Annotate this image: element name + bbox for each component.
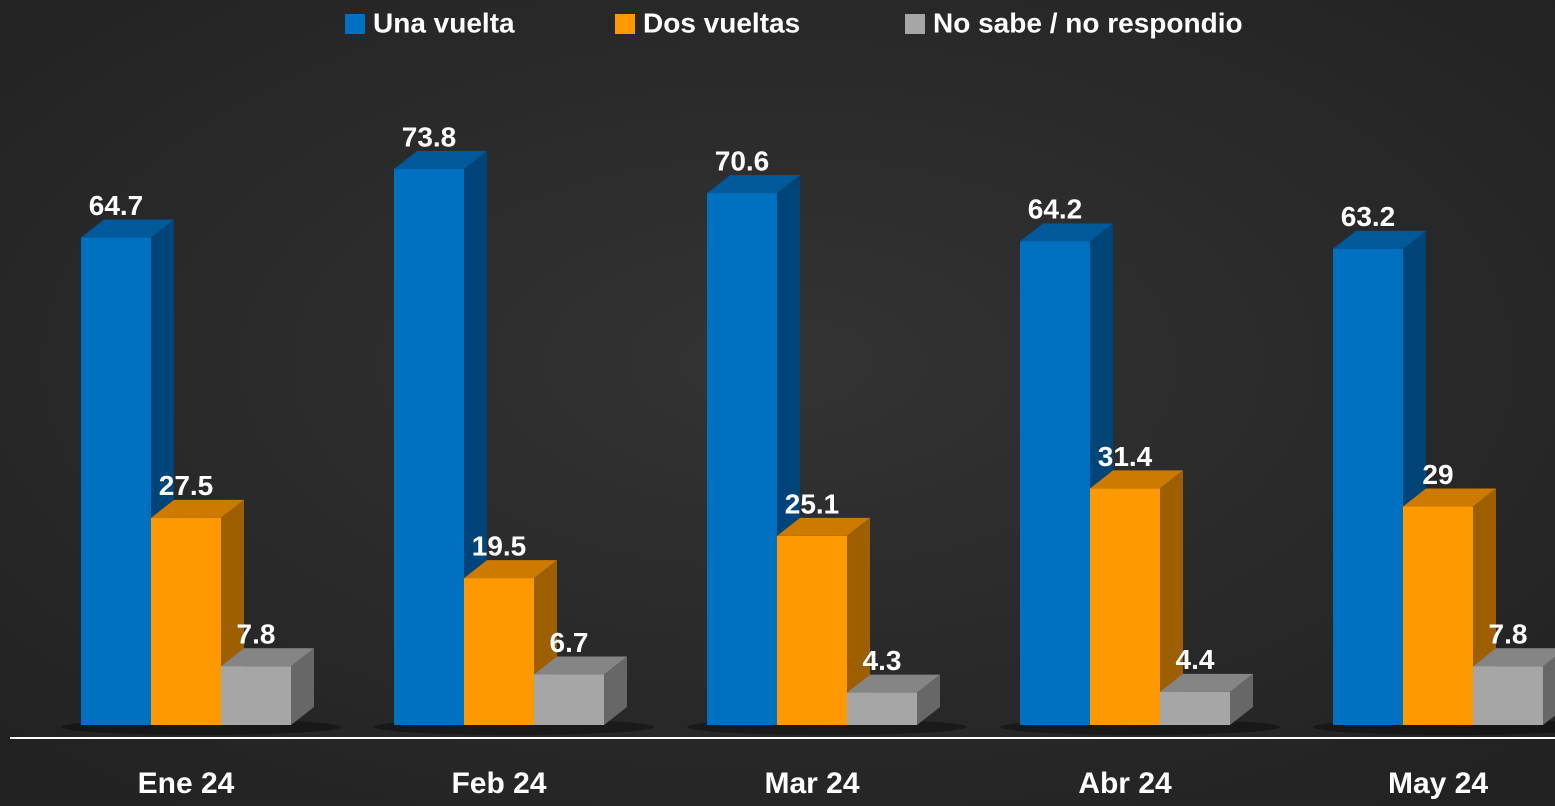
bar-top	[81, 219, 174, 238]
data-label: 63.2	[1341, 201, 1396, 232]
bar-top	[1020, 223, 1113, 242]
bar-top	[1473, 648, 1555, 667]
bar	[707, 193, 777, 725]
bar	[1403, 506, 1473, 725]
bar-top	[707, 175, 800, 194]
data-label: 4.3	[863, 645, 902, 676]
x-tick-label: Feb 24	[451, 767, 546, 800]
data-label: 19.5	[472, 530, 527, 561]
bar-top	[534, 656, 627, 675]
bar-top	[1333, 230, 1426, 249]
data-label: 25.1	[785, 488, 840, 519]
data-label: 7.8	[237, 619, 276, 650]
data-label: 27.5	[159, 470, 214, 501]
data-label: 7.8	[1489, 619, 1528, 650]
bar	[1333, 248, 1403, 726]
bar-side	[1543, 656, 1555, 725]
bar-side	[1160, 470, 1183, 725]
bar-top	[221, 648, 314, 667]
bar	[777, 535, 847, 725]
bar-top	[1160, 673, 1253, 692]
data-label: 6.7	[550, 627, 589, 658]
legend-swatch	[615, 14, 635, 34]
bar	[1020, 241, 1090, 726]
bar	[847, 692, 917, 725]
legend-label: Dos vueltas	[643, 7, 800, 38]
bar	[1473, 666, 1543, 725]
bar	[151, 517, 221, 725]
bar	[464, 578, 534, 725]
legend-swatch	[345, 14, 365, 34]
data-label: 4.4	[1176, 644, 1215, 675]
legend-label: Una vuelta	[373, 7, 515, 38]
bar-side	[847, 517, 870, 725]
bar-top	[847, 674, 940, 693]
bar-top	[1090, 470, 1183, 489]
legend-swatch	[905, 14, 925, 34]
bar	[81, 237, 151, 725]
x-tick-label: May 24	[1388, 767, 1488, 800]
bar-side	[604, 656, 627, 725]
x-tick-label: Ene 24	[138, 767, 235, 800]
bar-side	[1230, 673, 1253, 725]
x-tick-label: Abr 24	[1078, 767, 1172, 800]
bar-side	[291, 648, 314, 725]
data-label: 29	[1422, 459, 1453, 490]
bar-top	[1403, 488, 1496, 507]
x-tick-label: Mar 24	[764, 767, 859, 800]
data-label: 70.6	[715, 145, 770, 176]
bar	[221, 666, 291, 725]
data-label: 64.2	[1028, 194, 1083, 225]
data-label: 73.8	[402, 121, 457, 152]
bar	[534, 674, 604, 725]
bar-top	[777, 517, 870, 536]
bar-top	[464, 560, 557, 579]
bar	[1160, 691, 1230, 725]
bar-side	[917, 674, 940, 725]
bar	[394, 169, 464, 725]
legend-label: No sabe / no respondio	[933, 7, 1243, 38]
bar-top	[151, 499, 244, 518]
data-label: 31.4	[1098, 441, 1153, 472]
bar-top	[394, 151, 487, 169]
bar	[1090, 488, 1160, 725]
data-label: 64.7	[89, 190, 144, 221]
